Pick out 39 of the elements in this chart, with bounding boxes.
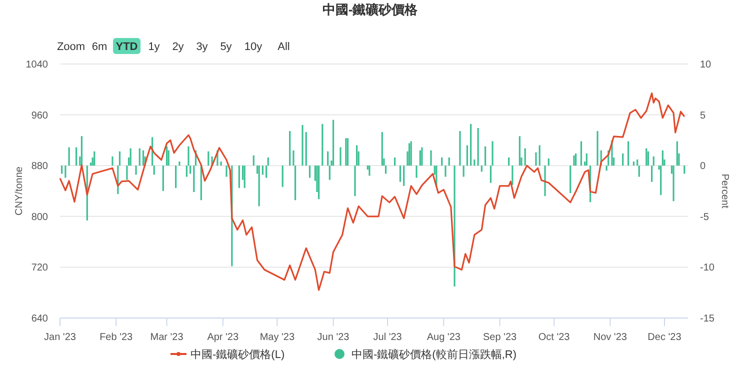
chart-title: 中國-鐵礦砂價格 [322,2,419,17]
legend-label: 中國-鐵礦砂價格(L) [190,348,285,361]
range-button[interactable]: 6m [92,41,108,53]
y-tick-label: 640 [31,314,48,324]
y-tick-label: 720 [31,262,48,274]
legend-label: 中國-鐵礦砂價格(較前日漲跌幅,R) [352,348,516,361]
y2-tick-label: -15 [700,314,715,324]
x-tick-label: Jul '23 [373,332,402,343]
x-tick-label: Sep '23 [482,332,518,343]
x-tick-label: Nov '23 [593,332,628,343]
x-tick-label: Aug '23 [426,332,461,343]
y-tick-label: 1040 [26,60,48,70]
y-axis-title: CNY/tonne [14,166,25,216]
y2-tick-label: 5 [700,110,706,122]
y-tick-label: 880 [31,161,48,172]
x-tick-label: Jun '23 [317,332,350,343]
y2-tick-label: 10 [700,60,712,70]
x-tick-label: Oct '23 [538,332,570,343]
x-tick-label: May '23 [260,332,295,343]
range-button[interactable]: 10y [244,41,262,53]
y-tick-label: 960 [31,110,48,122]
line-series [59,92,686,291]
x-tick-label: Dec '23 [648,332,682,343]
y2-tick-label: 0 [700,161,706,172]
x-tick-label: Feb '23 [100,332,134,343]
range-button[interactable]: 5y [220,41,232,53]
y2-axis-title: Percent [719,174,730,208]
range-button[interactable]: 1y [148,41,160,53]
y2-tick-label: -10 [700,262,715,274]
range-button[interactable]: 2y [172,41,184,53]
range-button[interactable]: All [278,41,290,53]
zoom-caption: Zoom [56,41,86,53]
y-tick-label: 800 [31,212,48,223]
x-tick-label: Apr '23 [207,332,240,343]
range-button[interactable]: YTD [113,38,140,54]
x-tick-label: Jan '23 [44,332,76,343]
y2-tick-label: -5 [700,212,710,223]
range-button[interactable]: 3y [196,41,208,53]
x-tick-label: Mar '23 [150,332,184,343]
